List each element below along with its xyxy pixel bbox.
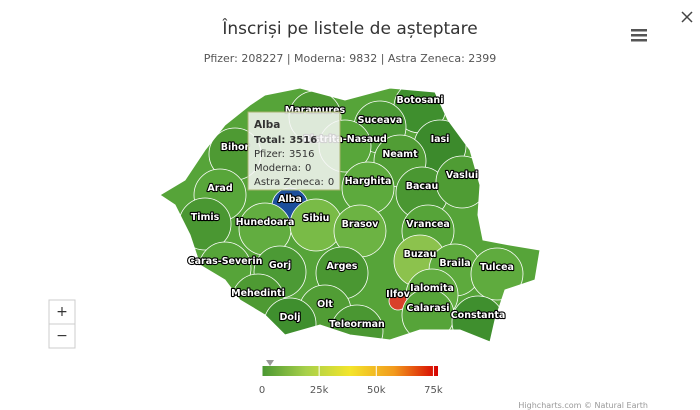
county-label: Dolj: [280, 312, 301, 323]
county-label: Bihor: [221, 142, 250, 153]
tooltip-row: Pfizer: 3516: [254, 149, 315, 160]
tooltip-value: 0: [328, 177, 334, 188]
tooltip-title: Alba: [254, 119, 280, 131]
county-label: Suceava: [358, 115, 403, 126]
county-label: Ilfov: [386, 289, 410, 300]
tooltip-label: Moderna:: [254, 163, 301, 174]
county-label: Iasi: [431, 134, 450, 145]
county-label: Constanta: [451, 310, 506, 321]
zoom-out[interactable]: −: [48, 323, 76, 349]
county-label: Brasov: [342, 219, 380, 230]
county-label: Mehedinti: [231, 288, 285, 299]
title: Înscriși pe listele de așteptare: [221, 17, 477, 39]
county-label: Braila: [439, 258, 470, 269]
tooltip-box: [247, 111, 341, 191]
county-label: Neamt: [382, 149, 418, 160]
color-axis-label: 75k: [424, 385, 443, 396]
tooltip-row: Astra Zeneca: 0: [254, 177, 334, 188]
county: [435, 155, 489, 209]
county-label: Vrancea: [406, 219, 450, 230]
color-axis-marker: [266, 360, 275, 366]
subtitle: Pfizer: 208227 | Moderna: 9832 | Astra Z…: [204, 52, 497, 65]
county-label: Timis: [191, 212, 220, 223]
zoom-in-label: +: [56, 304, 68, 320]
county-label: Buzau: [404, 249, 437, 260]
labels: MaramuresBotosaniSuceavaBistrita-NasaudB…: [187, 94, 516, 331]
tooltip-label: Pfizer:: [254, 149, 285, 160]
tooltip-row: Moderna: 0: [254, 163, 311, 174]
county-label: Arad: [207, 183, 232, 194]
close-button[interactable]: [681, 11, 693, 23]
tooltip-label: Total:: [254, 135, 285, 146]
county-label: Arges: [327, 261, 358, 272]
county-label: Hunedoara: [236, 217, 295, 228]
tooltip-value: 0: [305, 163, 311, 174]
county: [289, 198, 343, 252]
tooltip-value: 3516: [289, 149, 314, 160]
tooltip-label: Astra Zeneca:: [254, 177, 324, 188]
zoom-out-label: −: [56, 328, 68, 344]
county-label: Botosani: [397, 95, 444, 106]
color-axis-label: 0: [259, 385, 265, 396]
color-axis-bar: [262, 366, 438, 376]
county: [263, 297, 317, 342]
county-label: Gorj: [269, 260, 291, 271]
color-axis-label: 50k: [367, 385, 386, 396]
county: [470, 247, 524, 301]
county-label: Calarasi: [406, 303, 449, 314]
county-label: Harghita: [345, 176, 392, 187]
color-axis-label: 25k: [310, 385, 329, 396]
tooltip-value: 3516: [289, 135, 317, 146]
color-axis: 0 25k 50k 75k: [259, 360, 443, 396]
menu-button[interactable]: [631, 29, 647, 42]
credits: Highcharts.com © Natural Earth: [518, 401, 648, 410]
tooltip-row: Total: 3516: [254, 135, 317, 146]
county-label: Bacau: [406, 181, 438, 192]
county-label: Sibiu: [303, 213, 330, 224]
county-label: Tulcea: [480, 262, 514, 273]
county-label: Vaslui: [446, 170, 478, 181]
county-label: Teleorman: [329, 319, 385, 330]
county-label: Caras-Severin: [188, 256, 263, 267]
county: [451, 295, 505, 342]
zoom-in[interactable]: +: [48, 299, 76, 325]
county-label: Olt: [317, 299, 333, 310]
county-label: Alba: [278, 194, 302, 205]
county-label: Ialomita: [410, 283, 454, 294]
